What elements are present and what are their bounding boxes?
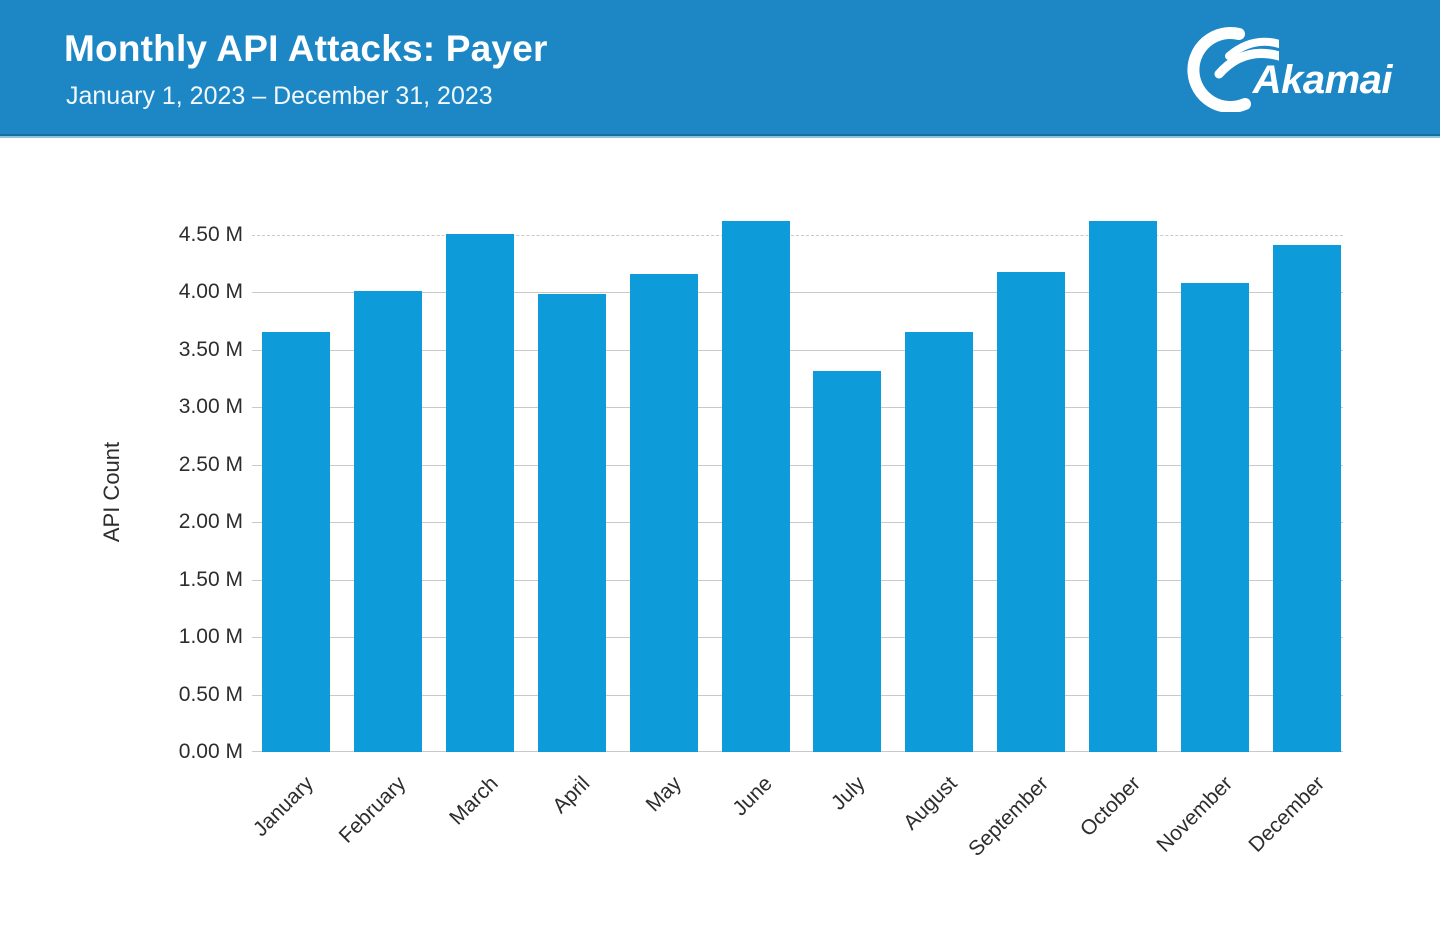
y-tick-label: 2.00 M xyxy=(178,510,243,534)
y-axis-title: API Count xyxy=(99,441,124,543)
bar-october xyxy=(1089,221,1157,752)
x-tick-label-october: October xyxy=(1076,772,1146,842)
y-tick-label: 1.50 M xyxy=(178,567,243,591)
y-tick-label: 1.00 M xyxy=(178,625,243,649)
x-tick-label-november: November xyxy=(1152,772,1238,857)
bar-february xyxy=(354,291,422,752)
y-tick-label: 4.00 M xyxy=(178,280,243,304)
x-tick-label-march: March xyxy=(444,772,503,830)
akamai-logo: Akamai xyxy=(1179,26,1393,112)
x-tick-label-july: July xyxy=(826,772,870,815)
page-title: Monthly API Attacks: Payer xyxy=(64,28,548,69)
akamai-wave-icon xyxy=(1179,26,1279,112)
y-tick-label: 0.50 M xyxy=(178,682,243,706)
gridline xyxy=(252,235,1343,236)
y-tick-label: 3.50 M xyxy=(178,337,243,361)
bar-may xyxy=(630,274,698,752)
bar-august xyxy=(905,332,973,752)
bar-march xyxy=(446,234,514,752)
y-tick-label: 4.50 M xyxy=(178,222,243,246)
x-tick-label-april: April xyxy=(548,772,595,818)
gridline xyxy=(252,637,1343,638)
y-tick-label: 0.00 M xyxy=(178,740,243,763)
x-tick-label-september: September xyxy=(964,772,1054,861)
bar-april xyxy=(538,294,606,752)
y-tick-label: 3.00 M xyxy=(178,395,243,419)
bar-december xyxy=(1273,245,1341,752)
bar-november xyxy=(1181,283,1249,752)
bar-september xyxy=(997,272,1065,752)
x-tick-label-may: May xyxy=(641,772,687,817)
gridline xyxy=(252,522,1343,523)
header-band: Monthly API Attacks: Payer January 1, 20… xyxy=(0,0,1440,138)
gridline xyxy=(252,407,1343,408)
gridline xyxy=(252,580,1343,581)
date-range-subtitle: January 1, 2023 – December 31, 2023 xyxy=(66,82,493,110)
header-bottom-edge xyxy=(0,134,1440,136)
bar-july xyxy=(813,371,881,752)
gridline xyxy=(252,292,1343,293)
x-tick-label-august: August xyxy=(898,772,962,835)
x-tick-label-january: January xyxy=(249,772,319,842)
header-bottom-highlight xyxy=(0,136,1440,138)
x-tick-label-december: December xyxy=(1244,772,1330,857)
plot-area xyxy=(252,200,1343,752)
x-tick-label-june: June xyxy=(728,772,778,821)
gridline xyxy=(252,751,1343,752)
bar-january xyxy=(262,332,330,752)
bar-june xyxy=(722,221,790,752)
akamai-logo-text: Akamai xyxy=(1252,58,1393,102)
gridline xyxy=(252,465,1343,466)
gridline xyxy=(252,350,1343,351)
x-tick-label-february: February xyxy=(334,772,411,848)
y-tick-label: 2.50 M xyxy=(178,452,243,476)
gridline xyxy=(252,695,1343,696)
